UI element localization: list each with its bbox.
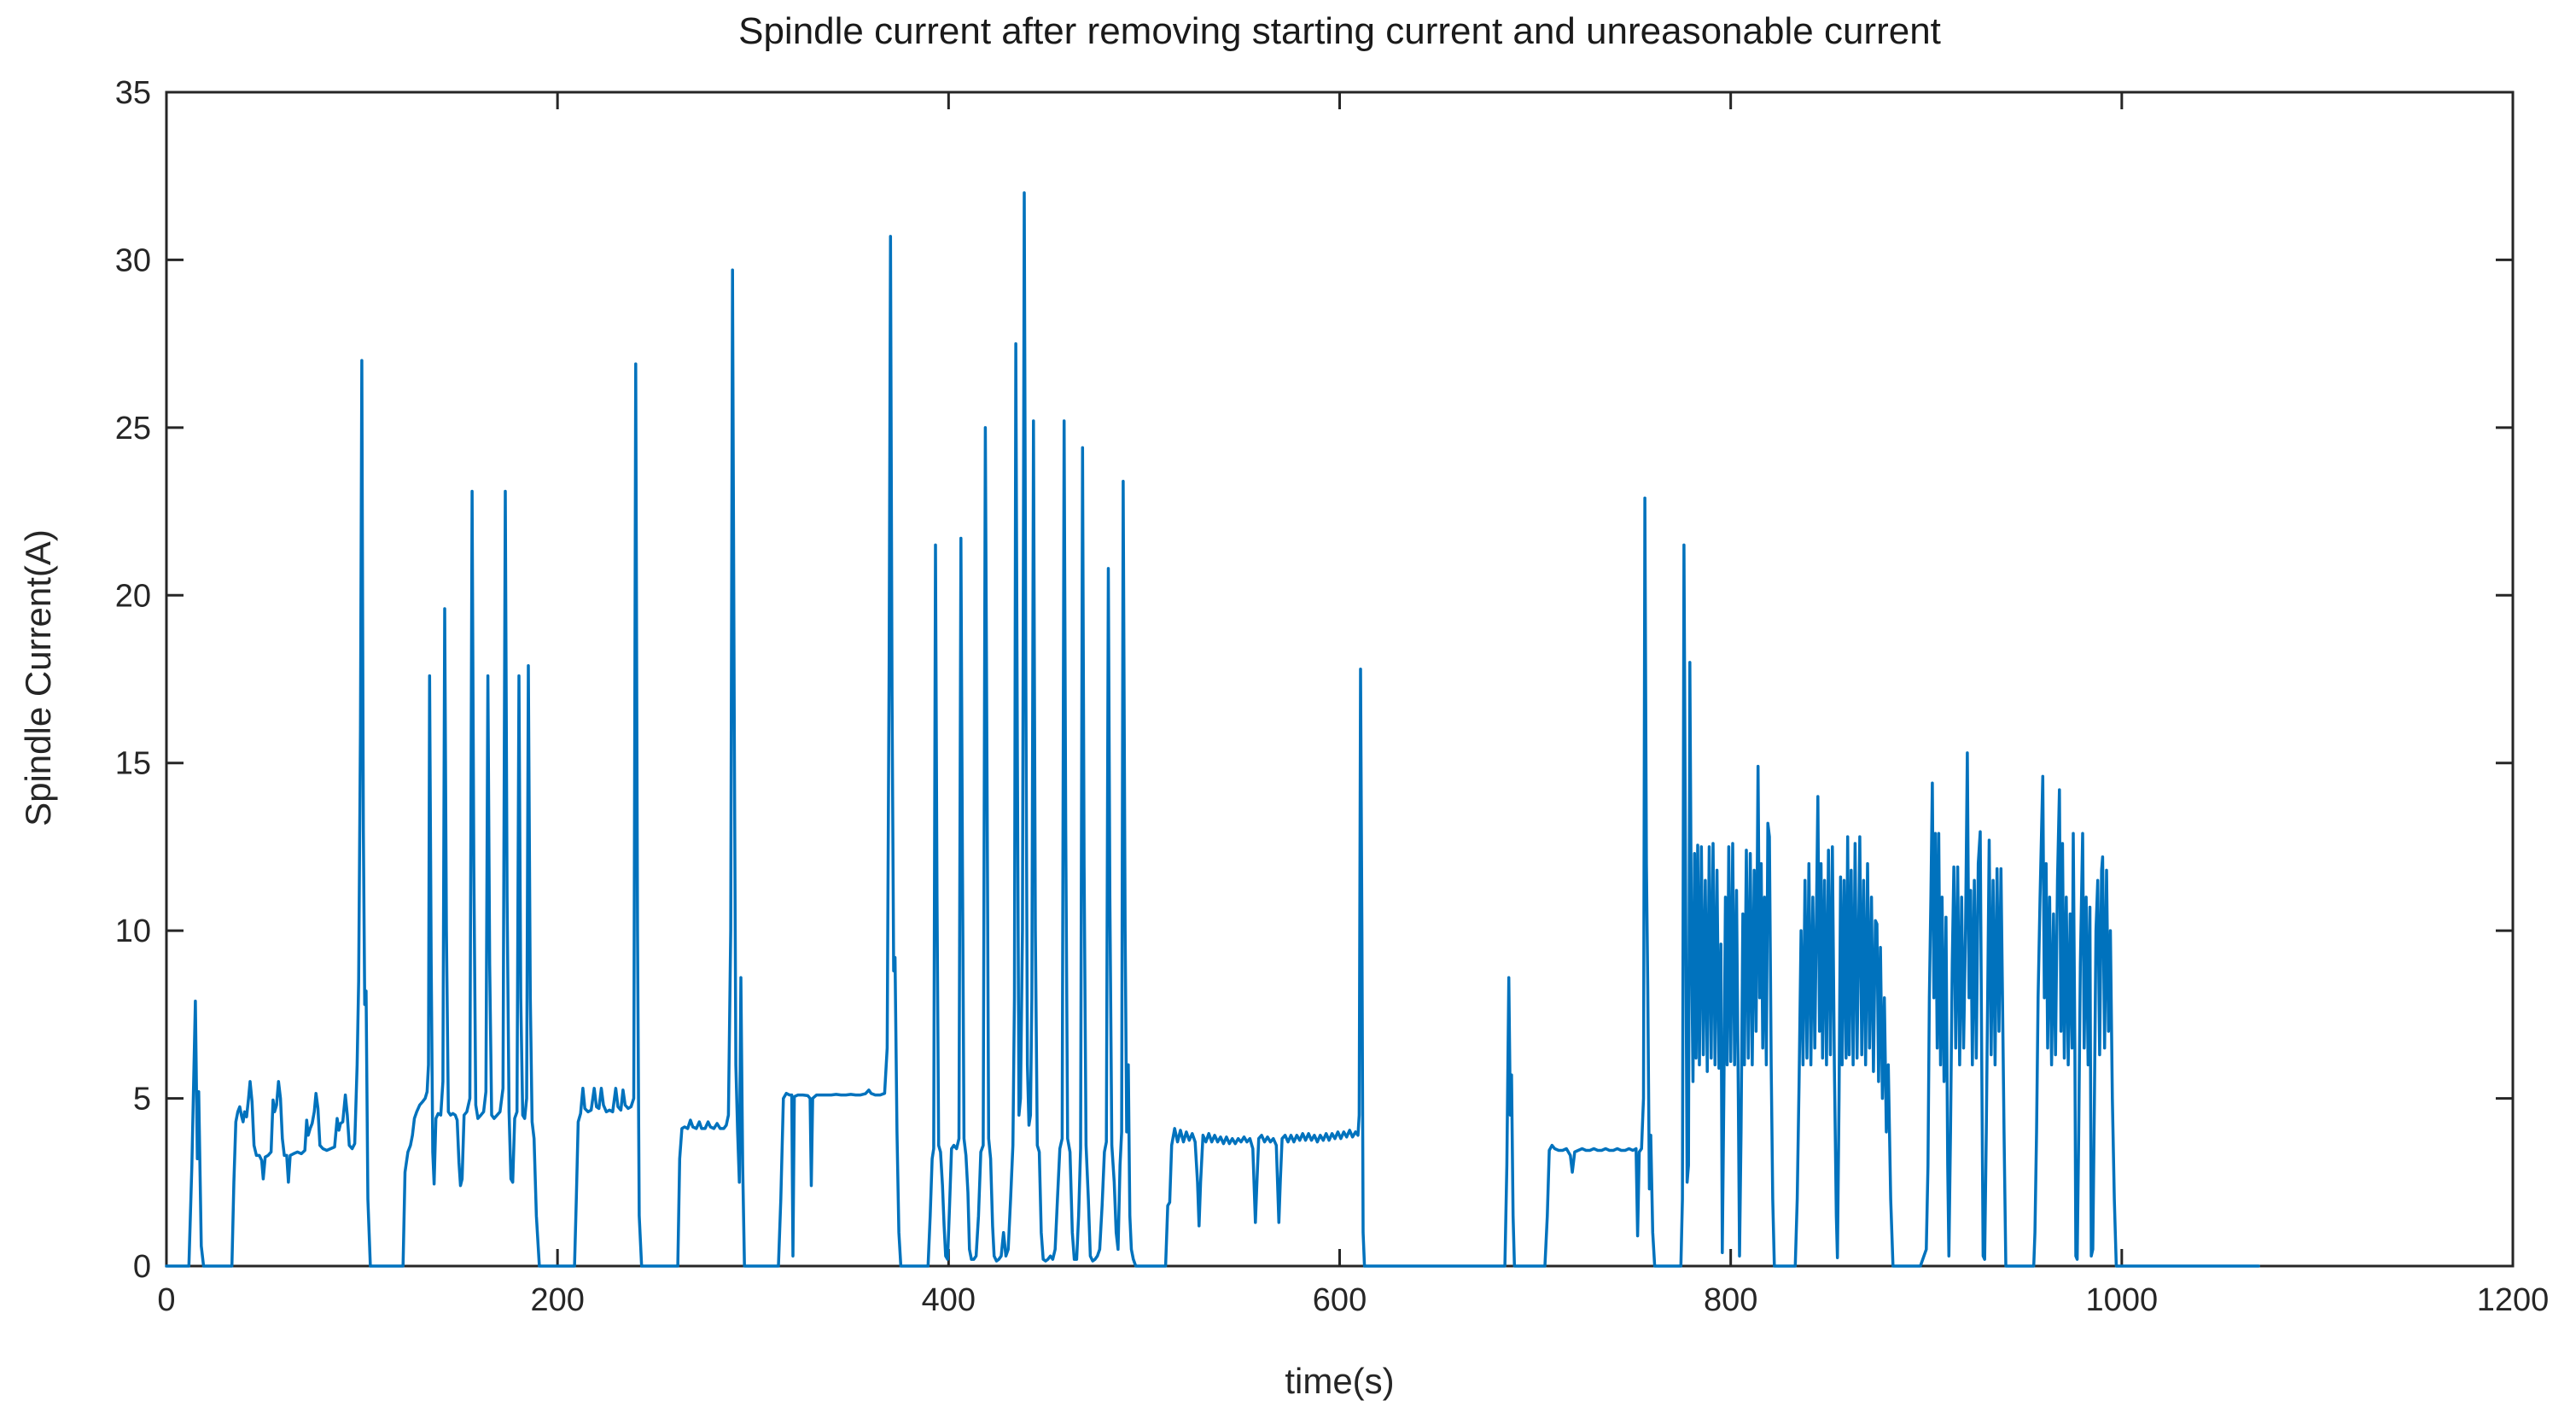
series-layer [165, 191, 2260, 1268]
y-tick-label: 15 [115, 746, 151, 782]
chart-title: Spindle current after removing starting … [738, 10, 1941, 52]
x-tick-label: 600 [1313, 1282, 1367, 1318]
x-tick-label: 1000 [2086, 1282, 2159, 1318]
y-tick-label: 30 [115, 242, 151, 278]
x-tick-label: 800 [1704, 1282, 1757, 1318]
x-tick-label: 0 [157, 1282, 175, 1318]
axes-layer [165, 90, 2515, 1268]
x-tick-label: 400 [922, 1282, 976, 1318]
tick-label-layer: 0 200 400 600 800 1000 1200 0 5 10 15 20 25 30 35 [115, 75, 2550, 1318]
y-tick-label: 5 [133, 1082, 151, 1118]
y-tick-label: 20 [115, 578, 151, 614]
y-tick-label: 25 [115, 411, 151, 446]
x-axis-label: time(s) [1285, 1361, 1395, 1401]
y-tick-label: 10 [115, 913, 151, 949]
x-tick-label: 200 [530, 1282, 584, 1318]
x-tick-label: 1200 [2477, 1282, 2550, 1318]
spindle-current-line [165, 191, 2260, 1268]
y-tick-label: 0 [133, 1249, 151, 1285]
y-tick-label: 35 [115, 75, 151, 111]
